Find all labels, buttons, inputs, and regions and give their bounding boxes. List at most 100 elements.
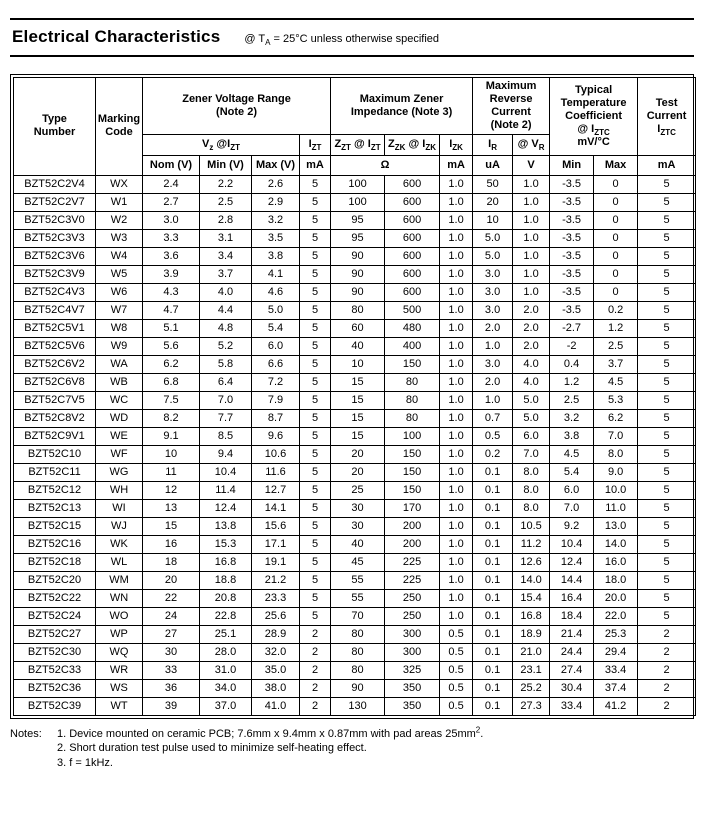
value-cell: 31.0 bbox=[199, 660, 252, 680]
value-cell: 5 bbox=[637, 606, 697, 626]
value-cell: 22 bbox=[142, 588, 200, 608]
col-header-izt: IZT bbox=[298, 133, 332, 156]
value-cell: 28.0 bbox=[199, 642, 252, 662]
value-cell: 14.0 bbox=[512, 570, 551, 590]
value-cell: 600 bbox=[384, 228, 441, 248]
value-cell: 1.0 bbox=[512, 246, 551, 266]
value-cell: 30 bbox=[330, 498, 386, 518]
value-cell: 50 bbox=[472, 174, 514, 194]
value-cell: -2 bbox=[549, 336, 595, 356]
value-cell: 3.6 bbox=[142, 246, 200, 266]
value-cell: 4.4 bbox=[199, 300, 252, 320]
value-cell: 15.6 bbox=[251, 516, 300, 536]
value-cell: 5.0 bbox=[472, 246, 514, 266]
value-cell: 5 bbox=[298, 390, 332, 410]
value-cell: 5.8 bbox=[199, 354, 252, 374]
value-cell: 11.2 bbox=[512, 534, 551, 554]
value-cell: 80 bbox=[330, 624, 386, 644]
value-cell: 0 bbox=[593, 264, 639, 284]
value-cell: 8.2 bbox=[142, 408, 200, 428]
value-cell: 5 bbox=[298, 264, 332, 284]
type-number-cell: BZT52C5V6 bbox=[13, 336, 96, 356]
value-cell: 15 bbox=[330, 372, 386, 392]
unit-nom-v: Nom (V) bbox=[142, 154, 200, 176]
value-cell: 16.0 bbox=[593, 552, 639, 572]
table-row: BZT52C20 WM 20 18.8 21.2 5 55 225 1.0 0.1 14.0 14.4… bbox=[13, 570, 697, 590]
value-cell: 29.4 bbox=[593, 642, 639, 662]
value-cell: 11.0 bbox=[593, 498, 639, 518]
col-header-zzt-at-izt: ZZT @ IZT bbox=[330, 133, 386, 156]
value-cell: 4.5 bbox=[593, 372, 639, 392]
header-units-row: Nom (V) Min (V) Max (V) mA Ω mA uA V Min… bbox=[14, 154, 697, 176]
table-row: BZT52C22 WN 22 20.8 23.3 5 55 250 1.0 0.1 15.4 16.4… bbox=[13, 588, 697, 608]
value-cell: 2 bbox=[637, 642, 697, 662]
value-cell: WS bbox=[95, 678, 143, 698]
col-group-max-zener-impedance: Maximum Zener Impedance (Note 3) bbox=[330, 77, 474, 135]
value-cell: 2.0 bbox=[512, 300, 551, 320]
value-cell: WE bbox=[95, 426, 143, 446]
value-cell: 18.0 bbox=[593, 570, 639, 590]
value-cell: 90 bbox=[330, 282, 386, 302]
value-cell: 1.0 bbox=[439, 444, 474, 464]
value-cell: 250 bbox=[384, 588, 441, 608]
value-cell: 0 bbox=[593, 192, 639, 212]
value-cell: 10.6 bbox=[251, 444, 300, 464]
value-cell: 6.0 bbox=[512, 426, 551, 446]
value-cell: 5 bbox=[637, 174, 697, 194]
value-cell: W5 bbox=[95, 264, 143, 284]
value-cell: 3.7 bbox=[199, 264, 252, 284]
notes-list: 1. Device mounted on ceramic PCB; 7.6mm … bbox=[57, 726, 483, 771]
value-cell: 5 bbox=[637, 192, 697, 212]
value-cell: 3.3 bbox=[142, 228, 200, 248]
value-cell: 5 bbox=[298, 498, 332, 518]
value-cell: 20 bbox=[330, 444, 386, 464]
value-cell: WR bbox=[95, 660, 143, 680]
value-cell: 1.2 bbox=[549, 372, 595, 392]
value-cell: 4.7 bbox=[142, 300, 200, 320]
type-number-cell: BZT52C22 bbox=[13, 588, 96, 608]
value-cell: 90 bbox=[330, 678, 386, 698]
value-cell: WT bbox=[95, 696, 143, 716]
value-cell: 90 bbox=[330, 264, 386, 284]
table-row: BZT52C3V3 W3 3.3 3.1 3.5 5 95 600 1.0 5.0 1.0 -3.5 0… bbox=[13, 228, 697, 248]
value-cell: 32.0 bbox=[251, 642, 300, 662]
value-cell: 2 bbox=[637, 678, 697, 698]
value-cell: 16.4 bbox=[549, 588, 595, 608]
value-cell: 5 bbox=[637, 570, 697, 590]
value-cell: 18.4 bbox=[549, 606, 595, 626]
value-cell: 2.0 bbox=[512, 336, 551, 356]
type-number-cell: BZT52C6V8 bbox=[13, 372, 96, 392]
value-cell: 0.5 bbox=[439, 642, 474, 662]
value-cell: 22.0 bbox=[593, 606, 639, 626]
value-cell: 0.5 bbox=[439, 660, 474, 680]
value-cell: 12.7 bbox=[251, 480, 300, 500]
datasheet-page: Electrical Characteristics @ TA = 25°C u… bbox=[10, 18, 697, 771]
value-cell: 2 bbox=[298, 696, 332, 716]
type-number-cell: BZT52C13 bbox=[13, 498, 96, 518]
table-row: BZT52C18 WL 18 16.8 19.1 5 45 225 1.0 0.1 12.6 12.4… bbox=[13, 552, 697, 572]
table-row: BZT52C3V6 W4 3.6 3.4 3.8 5 90 600 1.0 5.0 1.0 -3.5 0… bbox=[13, 246, 697, 266]
value-cell: 5 bbox=[637, 498, 697, 518]
value-cell: 1.0 bbox=[512, 174, 551, 194]
value-cell: 20 bbox=[330, 462, 386, 482]
value-cell: WI bbox=[95, 498, 143, 518]
value-cell: 0.1 bbox=[472, 642, 514, 662]
header-sub-row: Vz @IZT IZT ZZT @ IZT ZZK @ IZK IZK IR @… bbox=[14, 133, 696, 156]
value-cell: 9.6 bbox=[251, 426, 300, 446]
value-cell: 15 bbox=[330, 408, 386, 428]
table-row: BZT52C4V7 W7 4.7 4.4 5.0 5 80 500 1.0 3.0 2.0 -3.5 0… bbox=[13, 300, 697, 320]
value-cell: 33 bbox=[142, 660, 200, 680]
value-cell: -3.5 bbox=[549, 246, 595, 266]
value-cell: 325 bbox=[384, 660, 441, 680]
note-item: 3. f = 1kHz. bbox=[57, 756, 113, 769]
col-group-temp-coefficient: Typical Temperature Coefficient @ IZTC m… bbox=[549, 77, 639, 156]
value-cell: 3.8 bbox=[549, 426, 595, 446]
type-number-cell: BZT52C11 bbox=[13, 462, 96, 482]
value-cell: 15.4 bbox=[512, 588, 551, 608]
value-cell: 21.0 bbox=[512, 642, 551, 662]
section-title: Electrical Characteristics bbox=[12, 27, 221, 46]
value-cell: WB bbox=[95, 372, 143, 392]
value-cell: 100 bbox=[330, 174, 386, 194]
value-cell: 11.4 bbox=[199, 480, 252, 500]
table-row: BZT52C4V3 W6 4.3 4.0 4.6 5 90 600 1.0 3.0 1.0 -3.5 0… bbox=[13, 282, 697, 302]
